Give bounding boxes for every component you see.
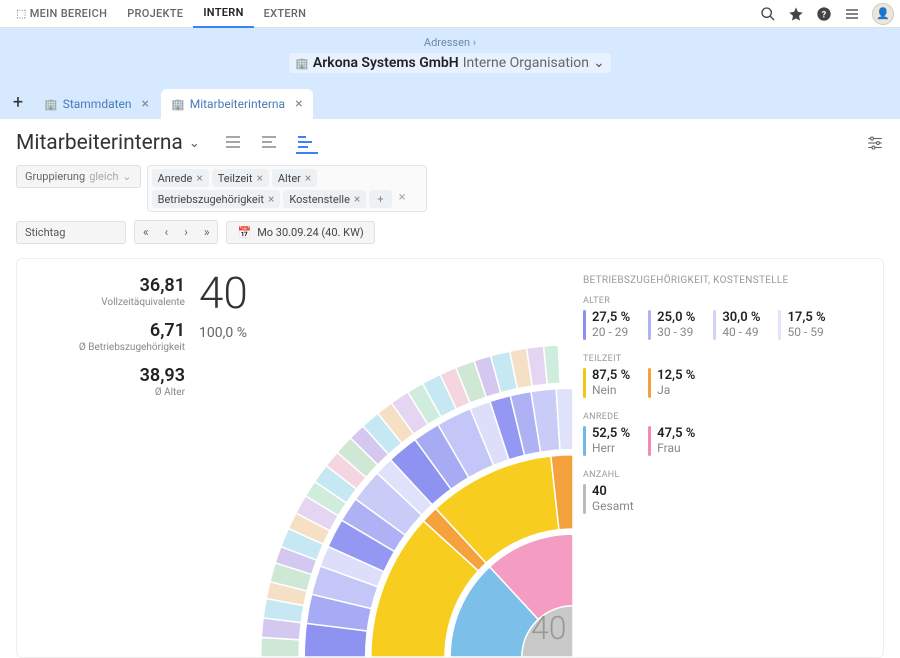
legend-item[interactable]: 52,5 %Herr: [583, 426, 630, 456]
date-prev-button[interactable]: ‹: [157, 221, 177, 243]
chart-card: 36,81Vollzeitäquivalente 6,71Ø Betriebszu…: [16, 258, 884, 658]
nav-tab[interactable]: EXTERN: [254, 0, 317, 28]
tab-icon: 🏢: [171, 98, 185, 111]
chevron-down-icon: ⌄: [593, 55, 605, 71]
legend-section-label: ANREDE: [583, 412, 867, 422]
doc-tab[interactable]: 🏢Stammdaten×: [34, 89, 159, 119]
svg-text:?: ?: [822, 9, 827, 20]
group-chip[interactable]: Anrede ×: [152, 169, 209, 187]
nav-tab[interactable]: INTERN: [193, 0, 253, 28]
close-tab-icon[interactable]: ×: [295, 96, 302, 112]
date-last-button[interactable]: »: [196, 221, 218, 243]
context-banner: Adressen › 🏢 Arkona Systems GmbHInterne …: [0, 28, 900, 119]
legend-section-label: ANZAHL: [583, 470, 867, 480]
star-icon[interactable]: [786, 4, 806, 24]
date-first-button[interactable]: «: [135, 221, 157, 243]
legend-item[interactable]: 25,0 %30 - 39: [648, 310, 695, 340]
remove-chip-icon[interactable]: ×: [196, 171, 202, 185]
date-next-button[interactable]: ›: [176, 221, 196, 243]
date-nav: « ‹ › »: [134, 220, 218, 244]
title-dropdown-icon[interactable]: ⌄: [189, 136, 200, 151]
building-icon: 🏢: [295, 57, 309, 70]
add-chip-button[interactable]: +: [369, 190, 391, 208]
stat-value: 38,93: [33, 365, 185, 386]
group-chip[interactable]: Kostenstelle ×: [283, 190, 366, 208]
chart-panel: 40 100,0 % 40: [193, 275, 563, 641]
view-chart-button[interactable]: [296, 132, 318, 154]
group-chip[interactable]: Betriebszugehörigkeit ×: [152, 190, 281, 208]
legend-item[interactable]: 17,5 %50 - 59: [778, 310, 825, 340]
legend-section-label: ALTER: [583, 296, 867, 306]
remove-chip-icon[interactable]: ×: [354, 192, 360, 206]
tab-bar: + 🏢Stammdaten×🏢Mitarbeiterinterna×: [0, 85, 900, 119]
stat-value: 36,81: [33, 275, 185, 296]
view-list2-button[interactable]: [260, 132, 282, 154]
add-tab-button[interactable]: +: [8, 92, 28, 112]
menu-icon[interactable]: [842, 4, 862, 24]
stat-value: 6,71: [33, 320, 185, 341]
grouping-chipbox: Anrede ×Teilzeit ×Alter × Betriebszugehör…: [147, 165, 427, 212]
legend-item[interactable]: 30,0 %40 - 49: [713, 310, 760, 340]
search-icon[interactable]: [758, 4, 778, 24]
org-selector[interactable]: 🏢 Arkona Systems GmbHInterne Organisatio…: [289, 53, 611, 73]
close-tab-icon[interactable]: ×: [142, 96, 149, 112]
legend-section-label: TEILZEIT: [583, 354, 867, 364]
legend-item[interactable]: 87,5 %Nein: [583, 368, 630, 398]
nav-tab[interactable]: ⬚MEIN BEREICH: [6, 0, 117, 28]
filter-icon[interactable]: [866, 134, 884, 152]
legend-panel: BETRIEBSZUGEHÖRIGKEIT, KOSTENSTELLE ALTE…: [563, 275, 867, 641]
date-value[interactable]: 📅Mo 30.09.24 (40. KW): [226, 221, 374, 244]
remove-chip-icon[interactable]: ×: [305, 171, 311, 185]
stat-label: Ø Alter: [33, 387, 185, 398]
group-chip[interactable]: Teilzeit ×: [212, 169, 269, 187]
legend-item[interactable]: 27,5 %20 - 29: [583, 310, 630, 340]
stat-label: Vollzeitäquivalente: [33, 297, 185, 308]
clear-chips-button[interactable]: ×: [399, 190, 406, 208]
svg-text:40: 40: [531, 609, 567, 647]
grouping-label[interactable]: Gruppierung gleich ⌄: [16, 165, 141, 188]
page-title: Mitarbeiterinterna: [16, 131, 183, 155]
breadcrumb[interactable]: Adressen ›: [0, 36, 900, 49]
tab-icon: 🏢: [44, 98, 58, 111]
legend-item[interactable]: 47,5 %Frau: [648, 426, 695, 456]
remove-chip-icon[interactable]: ×: [256, 171, 262, 185]
stat-label: Ø Betriebszugehörigkeit: [33, 342, 185, 353]
legend-item[interactable]: 40Gesamt: [583, 484, 634, 514]
stats-panel: 36,81Vollzeitäquivalente 6,71Ø Betriebszu…: [33, 275, 193, 641]
legend-item[interactable]: 12,5 %Ja: [648, 368, 695, 398]
view-list1-button[interactable]: [224, 132, 246, 154]
top-nav: ⬚MEIN BEREICHPROJEKTEINTERNEXTERN ? 👤: [0, 0, 900, 28]
sunburst-chart[interactable]: 40: [213, 297, 573, 657]
nav-tab[interactable]: PROJEKTE: [117, 0, 193, 28]
avatar[interactable]: 👤: [872, 3, 894, 25]
help-icon[interactable]: ?: [814, 4, 834, 24]
doc-tab[interactable]: 🏢Mitarbeiterinterna×: [161, 89, 313, 119]
calendar-icon: 📅: [237, 226, 251, 239]
date-label: Stichtag: [16, 221, 126, 244]
group-chip[interactable]: Alter ×: [272, 169, 317, 187]
remove-chip-icon[interactable]: ×: [268, 192, 274, 206]
